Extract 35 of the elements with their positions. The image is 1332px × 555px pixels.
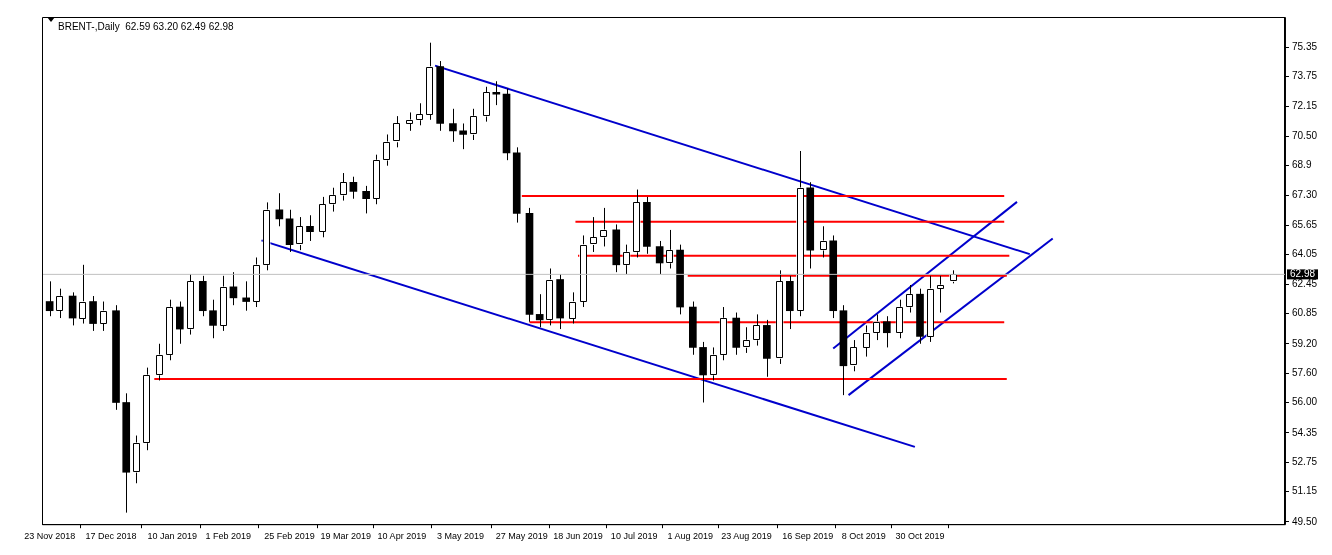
x-tick-label: 30 Oct 2019 bbox=[895, 531, 945, 542]
x-tick-label: 19 Mar 2019 bbox=[320, 531, 371, 542]
x-tick-label: 10 Apr 2019 bbox=[377, 531, 427, 542]
y-tick-label: 60.85 bbox=[1291, 307, 1318, 319]
x-tick-label: 1 Feb 2019 bbox=[205, 531, 252, 542]
y-tick-label: 67.30 bbox=[1291, 188, 1318, 200]
y-tick-label: 56.00 bbox=[1291, 396, 1318, 408]
x-tick-label: 1 Aug 2019 bbox=[667, 531, 714, 542]
chart-title: BRENT-,Daily 62.59 63.20 62.49 62.98 bbox=[58, 20, 235, 32]
y-tick-label: 73.75 bbox=[1291, 70, 1318, 82]
y-tick-label: 75.35 bbox=[1291, 41, 1318, 53]
y-tick-label: 59.20 bbox=[1291, 337, 1318, 349]
y-tick-label: 70.50 bbox=[1291, 130, 1318, 142]
y-tick-label: 49.50 bbox=[1291, 515, 1318, 527]
x-tick-label: 8 Oct 2019 bbox=[841, 531, 886, 542]
y-tick-label: 54.35 bbox=[1291, 426, 1318, 438]
y-tick-label: 52.75 bbox=[1291, 455, 1318, 467]
y-tick-label: 68.9 bbox=[1291, 159, 1312, 171]
x-tick-label: 25 Feb 2019 bbox=[264, 531, 315, 542]
x-tick-label: 10 Jan 2019 bbox=[147, 531, 197, 542]
y-tick-label: 65.65 bbox=[1291, 219, 1318, 231]
y-tick-label: 51.15 bbox=[1291, 485, 1318, 497]
x-tick-label: 17 Dec 2018 bbox=[85, 531, 137, 542]
x-tick-label: 27 May 2019 bbox=[495, 531, 548, 542]
x-tick-label: 23 Nov 2018 bbox=[24, 531, 76, 542]
x-tick-label: 23 Aug 2019 bbox=[721, 531, 772, 542]
ref-line-label: 62.98 bbox=[1289, 268, 1316, 280]
y-tick-label: 57.60 bbox=[1291, 366, 1318, 378]
y-tick-label: 62.45 bbox=[1291, 277, 1318, 289]
y-tick-label: 72.15 bbox=[1291, 99, 1318, 111]
x-tick-label: 3 May 2019 bbox=[437, 531, 485, 542]
x-tick-label: 18 Jun 2019 bbox=[553, 531, 603, 542]
x-tick-label: 16 Sep 2019 bbox=[782, 531, 834, 542]
y-tick-label: 64.05 bbox=[1291, 248, 1318, 260]
x-tick-label: 10 Jul 2019 bbox=[610, 531, 658, 542]
